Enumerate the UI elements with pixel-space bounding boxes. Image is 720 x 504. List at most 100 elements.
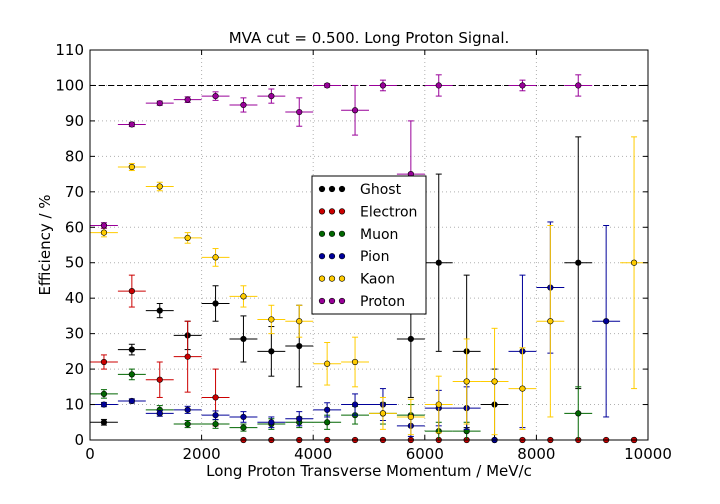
legend-label: Electron [360, 204, 417, 220]
data-marker [240, 335, 247, 343]
kaon-point [229, 285, 258, 308]
data-marker [128, 371, 135, 378]
data-marker [407, 335, 414, 343]
data-marker [128, 397, 135, 405]
y-tick-label: 50 [65, 254, 84, 272]
proton-point [117, 121, 146, 128]
y-tick-label: 70 [65, 183, 84, 201]
muon-point [313, 414, 342, 430]
legend-marker [338, 230, 346, 237]
data-marker [268, 316, 275, 323]
data-marker [212, 92, 219, 100]
data-marker [156, 307, 163, 314]
ghost-point [201, 285, 230, 322]
data-marker [156, 183, 163, 190]
kaon-point [173, 232, 202, 244]
x-axis-label: Long Proton Transverse Momentum / MeV/c [206, 462, 532, 480]
y-tick-label: 100 [55, 76, 84, 94]
kaon-point [341, 336, 369, 388]
grid [90, 50, 648, 440]
data-marker [519, 385, 526, 392]
legend-entry-proton: Proton [318, 294, 405, 310]
proton-point [313, 82, 342, 89]
legend-marker [328, 253, 336, 260]
legend-entry-kaon: Kaon [318, 272, 395, 288]
data-marker [156, 100, 163, 107]
ticks: 0 2000 4000 6000 8000 10000 0 10 20 30 40 50 60 70 80 9… [55, 41, 672, 463]
legend-box [311, 175, 427, 315]
kaon-point [201, 248, 230, 267]
ghost-point [424, 173, 453, 352]
data-marker [463, 378, 470, 385]
data-marker [296, 342, 303, 350]
y-tick-label: 90 [65, 112, 84, 130]
y-tick-label: 0 [74, 431, 84, 449]
pion-point [145, 410, 174, 417]
legend-marker [328, 208, 336, 215]
kaon-point [369, 396, 397, 430]
pion-point [285, 411, 314, 427]
data-marker [324, 419, 331, 426]
proton-point [229, 97, 258, 113]
data-marker [296, 318, 303, 325]
kaon-point [145, 181, 174, 192]
data-marker [603, 318, 610, 325]
ghost-point [117, 343, 146, 356]
series-proton [90, 74, 593, 229]
data-marker [435, 82, 442, 89]
legend-marker [328, 297, 336, 305]
legend-marker [318, 253, 326, 260]
proton-point [508, 79, 537, 92]
data-marker [212, 394, 219, 401]
ghost-point [145, 303, 174, 319]
data-marker [575, 82, 582, 89]
kaon-point [452, 338, 481, 425]
y-tick-label: 60 [65, 218, 84, 236]
legend-marker [338, 275, 346, 282]
data-marker [128, 346, 135, 353]
legend-label: Pion [360, 249, 389, 265]
data-marker [212, 254, 219, 261]
pion-point [229, 411, 258, 423]
y-tick-label: 40 [65, 289, 84, 307]
legend-marker [338, 253, 346, 260]
data-marker [184, 96, 191, 103]
data-marker [128, 287, 135, 295]
data-marker [240, 101, 247, 109]
pion-point [117, 397, 146, 405]
y-tick-label: 10 [65, 396, 84, 414]
legend-marker [328, 185, 336, 193]
kaon-point [424, 375, 453, 434]
y-tick-label: 80 [65, 147, 84, 165]
pion-point [257, 416, 286, 429]
kaon-point [313, 342, 342, 386]
x-tick-label: 6000 [406, 445, 444, 463]
data-marker [351, 107, 359, 114]
x-tick-label: 10000 [624, 445, 672, 463]
data-marker [324, 360, 331, 367]
legend-label: Muon [360, 227, 398, 243]
proton-point [257, 88, 286, 104]
data-marker [212, 420, 219, 428]
data-marker [268, 92, 275, 100]
data-marker [156, 376, 163, 383]
data-marker [100, 390, 108, 398]
muon-point [90, 389, 118, 399]
legend-marker [318, 208, 326, 215]
pion-point [173, 405, 202, 414]
data-marker [100, 358, 108, 366]
series-kaon [90, 136, 648, 436]
y-axis-label: Efficiency / % [36, 194, 54, 295]
data-marker [184, 420, 191, 428]
legend-label: Kaon [360, 272, 395, 288]
y-tick-label: 110 [55, 41, 84, 59]
x-tick-label: 2000 [183, 445, 221, 463]
kaon-point [508, 347, 537, 430]
data-marker [296, 415, 303, 422]
data-marker [100, 419, 108, 426]
data-marker [184, 234, 191, 242]
data-marker [128, 163, 135, 171]
chart-title: MVA cut = 0.500. Long Proton Signal. [229, 29, 510, 47]
x-tick-label: 0 [85, 445, 95, 463]
